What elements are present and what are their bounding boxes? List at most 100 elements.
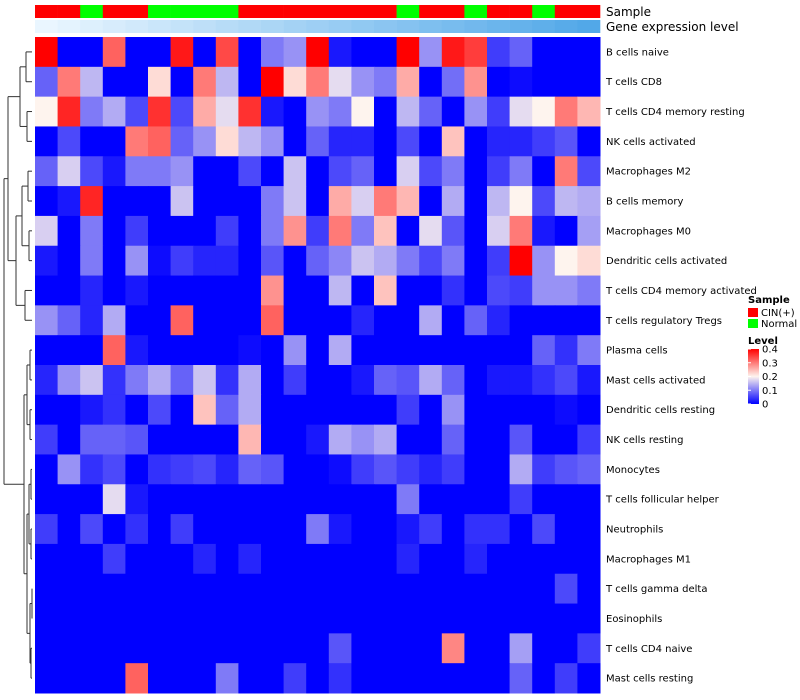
heatmap-cell: [554, 245, 578, 277]
sample-annotation-cell: [57, 5, 81, 18]
heatmap-cell: [238, 514, 262, 545]
heatmap-cell: [487, 454, 511, 485]
heatmap-cell: [193, 156, 217, 187]
heatmap-cell: [419, 275, 443, 306]
row-label: Macrophages M2: [606, 167, 691, 178]
heatmap-cell: [487, 96, 511, 127]
sample-annotation-cell: [35, 5, 58, 18]
heatmap-cell: [306, 663, 330, 694]
row-label: T cells CD4 naive: [605, 644, 692, 655]
sample-annotation-cell: [487, 5, 510, 18]
heatmap-cell: [509, 305, 533, 336]
heatmap-cell: [238, 424, 262, 455]
heatmap-cell: [419, 663, 443, 694]
heatmap-cell: [396, 186, 420, 217]
heatmap-cell: [80, 484, 104, 515]
heatmap-cell: [80, 663, 104, 694]
heatmap-cell: [441, 573, 465, 605]
heatmap-cell: [170, 335, 194, 366]
heatmap-cell: [193, 215, 217, 247]
heatmap-cell: [351, 603, 375, 634]
heatmap-cell: [328, 305, 352, 336]
sample-annotation-cell: [238, 5, 262, 18]
heatmap-cell: [238, 275, 262, 306]
heatmap-cell: [396, 305, 420, 336]
heatmap-cell: [35, 484, 59, 515]
heatmap-cell: [306, 633, 330, 664]
heatmap-cell: [102, 573, 126, 605]
heatmap-cell: [554, 186, 578, 217]
heatmap-cell: [577, 424, 601, 455]
legend-swatch-normal: [748, 319, 758, 328]
heatmap-cell: [283, 454, 307, 485]
heatmap-cell: [57, 424, 81, 455]
heatmap-cell: [125, 424, 149, 455]
heatmap-cell: [441, 275, 465, 306]
expression-annotation-cell: [374, 20, 397, 33]
heatmap-cell: [487, 663, 511, 694]
expression-annotation-cell: [148, 20, 171, 33]
heatmap-cell: [577, 245, 601, 277]
heatmap-cell: [261, 126, 285, 157]
heatmap-cell: [193, 305, 217, 336]
heatmap-cell: [532, 543, 556, 575]
heatmap-cell: [441, 96, 465, 127]
heatmap-cell: [125, 156, 149, 187]
heatmap-cell: [170, 514, 194, 545]
heatmap-cell: [464, 514, 488, 545]
heatmap-cell: [57, 96, 81, 127]
legend-level-ticks: 0.4 0.3 0.2 0.1 0: [748, 345, 778, 411]
heatmap-cell: [328, 633, 352, 664]
heatmap-cell: [57, 484, 81, 515]
heatmap-cell: [283, 484, 307, 515]
heatmap-cell: [283, 335, 307, 366]
heatmap-cell: [328, 96, 352, 127]
heatmap-cell: [80, 454, 104, 485]
heatmap-cell: [464, 394, 488, 426]
heatmap-cell: [554, 454, 578, 485]
heatmap-cell: [464, 96, 488, 127]
heatmap-cell: [238, 96, 262, 127]
heatmap-cell: [441, 633, 465, 664]
heatmap-cell: [80, 543, 104, 575]
heatmap-cell: [35, 424, 59, 455]
heatmap-cells: [35, 37, 601, 694]
heatmap-cell: [238, 573, 262, 605]
row-label: Macrophages M1: [606, 554, 691, 565]
heatmap-cell: [532, 454, 556, 485]
heatmap-cell: [577, 663, 601, 694]
heatmap-cell: [328, 514, 352, 545]
heatmap-cell: [35, 365, 59, 396]
heatmap-cell: [35, 633, 59, 664]
heatmap-cell: [351, 275, 375, 306]
heatmap-cell: [554, 215, 578, 247]
heatmap-cell: [125, 603, 149, 634]
heatmap-cell: [374, 66, 398, 98]
heatmap-cell: [532, 573, 556, 605]
heatmap-cell: [125, 543, 149, 575]
heatmap-cell: [170, 663, 194, 694]
heatmap-cell: [509, 215, 533, 247]
heatmap-cell: [170, 305, 194, 336]
heatmap-cell: [148, 514, 172, 545]
heatmap-cell: [57, 394, 81, 426]
heatmap-cell: [554, 37, 578, 68]
heatmap-cell: [80, 156, 104, 187]
heatmap-cell: [170, 543, 194, 575]
heatmap-cell: [283, 394, 307, 426]
heatmap-cell: [57, 603, 81, 634]
heatmap-cell: [487, 484, 511, 515]
heatmap-cell: [419, 424, 443, 455]
row-label: NK cells activated: [606, 137, 696, 148]
level-tick-label: 0: [762, 400, 768, 411]
heatmap-cell: [57, 126, 81, 157]
heatmap-cell: [80, 573, 104, 605]
heatmap-cell: [374, 156, 398, 187]
legend-sample-title: Sample: [748, 295, 790, 306]
heatmap-cell: [215, 633, 239, 664]
heatmap-cell: [238, 484, 262, 515]
heatmap-cell: [283, 66, 307, 98]
heatmap-cell: [57, 186, 81, 217]
heatmap-cell: [283, 633, 307, 664]
heatmap-cell: [577, 215, 601, 247]
